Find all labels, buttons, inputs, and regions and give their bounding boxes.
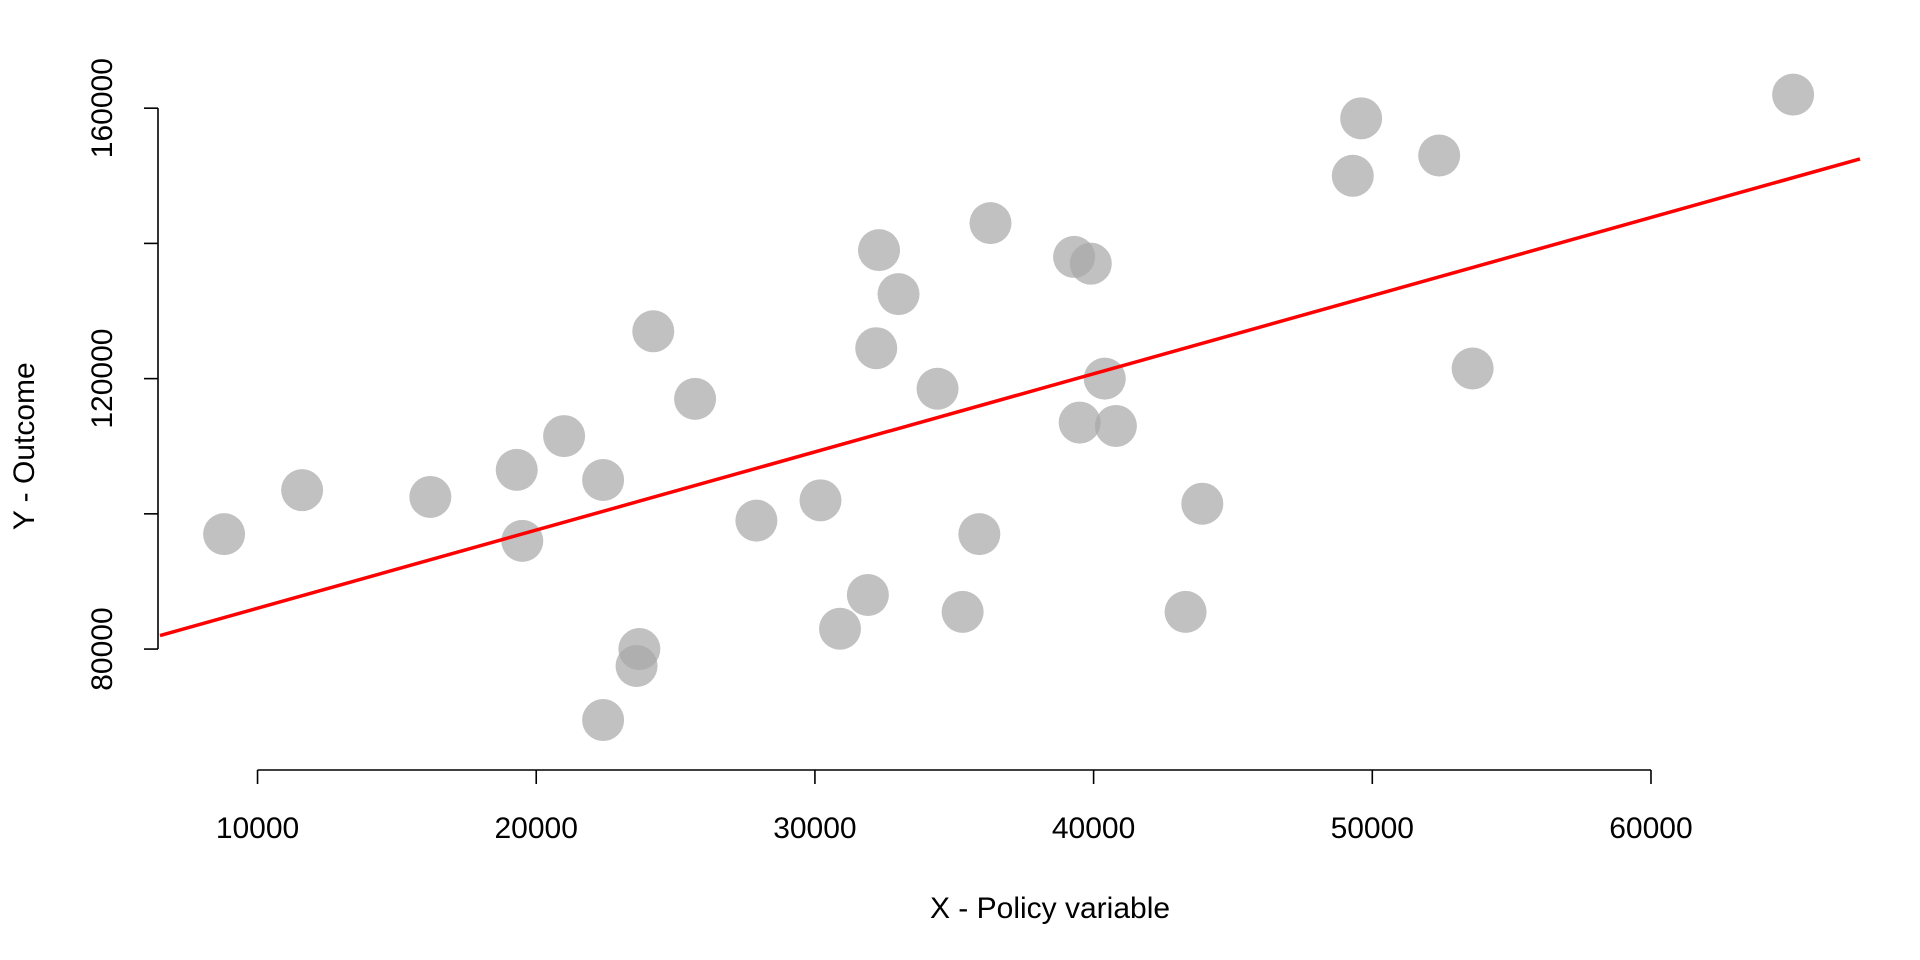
x-axis: 10000 20000 30000 40000 50000 60000	[216, 769, 1693, 845]
data-point	[495, 448, 538, 491]
x-tick-label: 60000	[1609, 812, 1692, 845]
data-point	[855, 327, 898, 370]
data-point	[1418, 134, 1461, 177]
x-tick-label: 20000	[495, 812, 578, 845]
data-point	[1181, 482, 1224, 525]
data-point	[735, 499, 778, 542]
x-tick-label: 50000	[1331, 812, 1414, 845]
y-axis: 80000 120000 160000	[86, 58, 159, 691]
x-tick-label: 30000	[773, 812, 856, 845]
data-point	[618, 628, 661, 671]
data-point	[543, 415, 586, 458]
points-layer	[203, 73, 1815, 742]
y-tick-label: 120000	[86, 329, 119, 429]
y-axis-title: Y - Outcome	[8, 362, 41, 530]
data-point	[958, 513, 1001, 556]
data-point	[1083, 357, 1126, 400]
data-point	[1772, 73, 1815, 116]
data-point	[203, 513, 246, 556]
data-point	[582, 459, 625, 502]
data-point	[1058, 401, 1101, 444]
data-point	[819, 607, 861, 650]
data-point	[1069, 242, 1112, 285]
data-point	[409, 475, 452, 518]
regression-line	[159, 157, 1861, 638]
data-point	[969, 202, 1012, 245]
data-point	[799, 479, 842, 522]
data-point	[281, 469, 324, 512]
data-point	[1340, 97, 1383, 140]
data-point	[858, 229, 901, 272]
data-point	[1331, 154, 1374, 197]
data-point	[916, 367, 959, 410]
y-tick-label: 80000	[86, 607, 119, 690]
data-point	[941, 590, 984, 633]
x-axis-title: X - Policy variable	[930, 892, 1170, 925]
y-tick-label: 160000	[86, 58, 119, 158]
data-point	[501, 519, 544, 562]
x-tick-label: 10000	[216, 812, 299, 845]
x-tick-label: 40000	[1052, 812, 1135, 845]
data-point	[877, 273, 920, 316]
data-point	[1164, 590, 1207, 633]
data-point	[582, 699, 625, 742]
data-point	[846, 573, 889, 616]
data-point	[674, 377, 717, 420]
data-point	[632, 310, 675, 353]
data-point	[1094, 404, 1137, 447]
data-point	[1451, 347, 1494, 390]
